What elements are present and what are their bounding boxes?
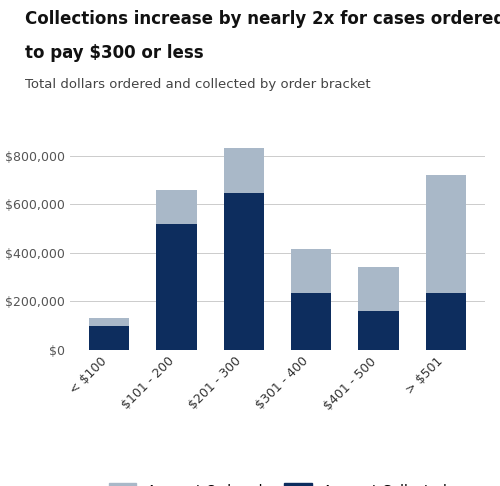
Bar <box>89 318 130 350</box>
Text: to pay $300 or less: to pay $300 or less <box>25 44 204 62</box>
Bar <box>291 293 332 350</box>
Bar <box>291 249 332 350</box>
Text: Total dollars ordered and collected by order bracket: Total dollars ordered and collected by o… <box>25 78 370 91</box>
Bar <box>358 267 399 350</box>
Bar <box>224 193 264 350</box>
Bar <box>156 190 196 350</box>
Bar <box>426 175 466 350</box>
Legend: Amount Ordered, Amount Collected: Amount Ordered, Amount Collected <box>103 477 452 486</box>
Bar <box>89 326 130 350</box>
Bar <box>426 293 466 350</box>
Bar <box>156 224 196 350</box>
Text: Collections increase by nearly 2x for cases ordered: Collections increase by nearly 2x for ca… <box>25 10 500 28</box>
Bar <box>224 148 264 350</box>
Bar <box>358 311 399 350</box>
